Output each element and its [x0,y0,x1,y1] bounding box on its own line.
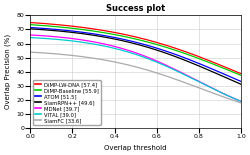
Line: SiamFC [33.6]: SiamFC [33.6] [30,52,241,103]
DiMP-LW-DNA [57.4] [240,73,242,75]
DiMP-Baseline [55.9] [129,37,132,39]
SiamFC [33.6] [130,65,133,67]
VITAL [39.0] [240,100,242,102]
SiamFC [33.6] [234,100,238,102]
SiamRPN++ [49.6] [154,49,157,51]
MDNet [39.7] [143,55,146,57]
ATOM [51.5] [240,80,242,82]
VITAL [39.0] [143,56,146,58]
MDNet [39.7] [234,98,238,100]
SiamFC [33.6] [143,68,146,70]
SiamRPN++ [49.6] [129,42,132,44]
Y-axis label: Overlap Precision (%): Overlap Precision (%) [4,34,11,109]
SiamFC [33.6] [129,65,132,66]
DiMP-LW-DNA [57.4] [29,22,32,23]
ATOM [51.5] [130,40,133,42]
SiamFC [33.6] [154,72,157,73]
Line: SiamRPN++ [49.6]: SiamRPN++ [49.6] [30,29,241,84]
VITAL [39.0] [154,61,157,63]
DiMP-Baseline [55.9] [234,72,238,74]
MDNet [39.7] [240,100,242,102]
Title: Success plot: Success plot [106,4,165,13]
Line: ATOM [51.5]: ATOM [51.5] [30,28,241,81]
ATOM [51.5] [234,78,238,80]
ATOM [51.5] [154,47,157,49]
SiamRPN++ [49.6] [240,83,242,85]
SiamRPN++ [49.6] [234,81,238,83]
DiMP-Baseline [55.9] [154,43,157,45]
DiMP-LW-DNA [57.4] [143,38,146,40]
X-axis label: Overlap threshold: Overlap threshold [104,145,167,151]
SiamRPN++ [49.6] [29,28,32,30]
VITAL [39.0] [234,98,238,100]
ATOM [51.5] [202,64,204,66]
DiMP-Baseline [55.9] [29,24,32,26]
DiMP-LW-DNA [57.4] [234,71,238,73]
SiamRPN++ [49.6] [202,67,204,69]
ATOM [51.5] [129,40,132,42]
SiamFC [33.6] [29,51,32,53]
ATOM [51.5] [143,44,146,45]
MDNet [39.7] [129,50,132,52]
Line: DiMP-LW-DNA [57.4]: DiMP-LW-DNA [57.4] [30,22,241,74]
VITAL [39.0] [130,52,133,54]
DiMP-Baseline [55.9] [143,40,146,42]
Line: VITAL [39.0]: VITAL [39.0] [30,38,241,101]
SiamFC [33.6] [202,88,204,90]
SiamFC [33.6] [240,102,242,104]
MDNet [39.7] [154,60,157,62]
DiMP-Baseline [55.9] [202,59,204,61]
SiamRPN++ [49.6] [143,45,146,47]
MDNet [39.7] [130,51,133,52]
DiMP-Baseline [55.9] [130,37,133,39]
MDNet [39.7] [29,34,32,36]
DiMP-Baseline [55.9] [240,74,242,76]
MDNet [39.7] [202,83,204,84]
VITAL [39.0] [29,37,32,38]
VITAL [39.0] [129,52,132,54]
DiMP-LW-DNA [57.4] [130,35,133,37]
SiamRPN++ [49.6] [130,42,133,44]
VITAL [39.0] [202,83,204,85]
DiMP-LW-DNA [57.4] [129,35,132,37]
DiMP-LW-DNA [57.4] [202,57,204,59]
Line: MDNet [39.7]: MDNet [39.7] [30,35,241,101]
Line: DiMP-Baseline [55.9]: DiMP-Baseline [55.9] [30,25,241,75]
ATOM [51.5] [29,27,32,29]
DiMP-LW-DNA [57.4] [154,41,157,43]
Legend: DiMP-LW-DNA [57.4], DiMP-Baseline [55.9], ATOM [51.5], SiamRPN++ [49.6], MDNet [: DiMP-LW-DNA [57.4], DiMP-Baseline [55.9]… [33,80,100,125]
